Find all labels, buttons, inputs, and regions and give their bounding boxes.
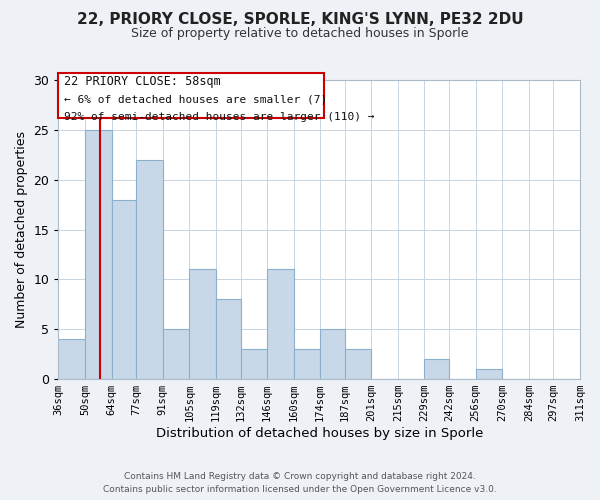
Y-axis label: Number of detached properties: Number of detached properties xyxy=(15,131,28,328)
Bar xyxy=(85,130,112,379)
Text: Size of property relative to detached houses in Sporle: Size of property relative to detached ho… xyxy=(131,28,469,40)
Bar xyxy=(112,200,136,379)
Bar xyxy=(136,160,163,379)
Bar xyxy=(476,369,502,379)
X-axis label: Distribution of detached houses by size in Sporle: Distribution of detached houses by size … xyxy=(155,427,483,440)
Text: Contains HM Land Registry data © Crown copyright and database right 2024.
Contai: Contains HM Land Registry data © Crown c… xyxy=(103,472,497,494)
Bar xyxy=(190,270,216,379)
Text: 92% of semi-detached houses are larger (110) →: 92% of semi-detached houses are larger (… xyxy=(64,112,375,122)
Text: 22 PRIORY CLOSE: 58sqm: 22 PRIORY CLOSE: 58sqm xyxy=(64,75,221,88)
Bar xyxy=(58,339,85,379)
Bar xyxy=(345,349,371,379)
Text: ← 6% of detached houses are smaller (7): ← 6% of detached houses are smaller (7) xyxy=(64,94,328,104)
Bar xyxy=(320,329,345,379)
Bar xyxy=(424,359,449,379)
Bar xyxy=(241,349,267,379)
Text: 22, PRIORY CLOSE, SPORLE, KING'S LYNN, PE32 2DU: 22, PRIORY CLOSE, SPORLE, KING'S LYNN, P… xyxy=(77,12,523,28)
Bar xyxy=(267,270,293,379)
Bar xyxy=(163,329,190,379)
Bar xyxy=(293,349,320,379)
Bar xyxy=(216,300,241,379)
